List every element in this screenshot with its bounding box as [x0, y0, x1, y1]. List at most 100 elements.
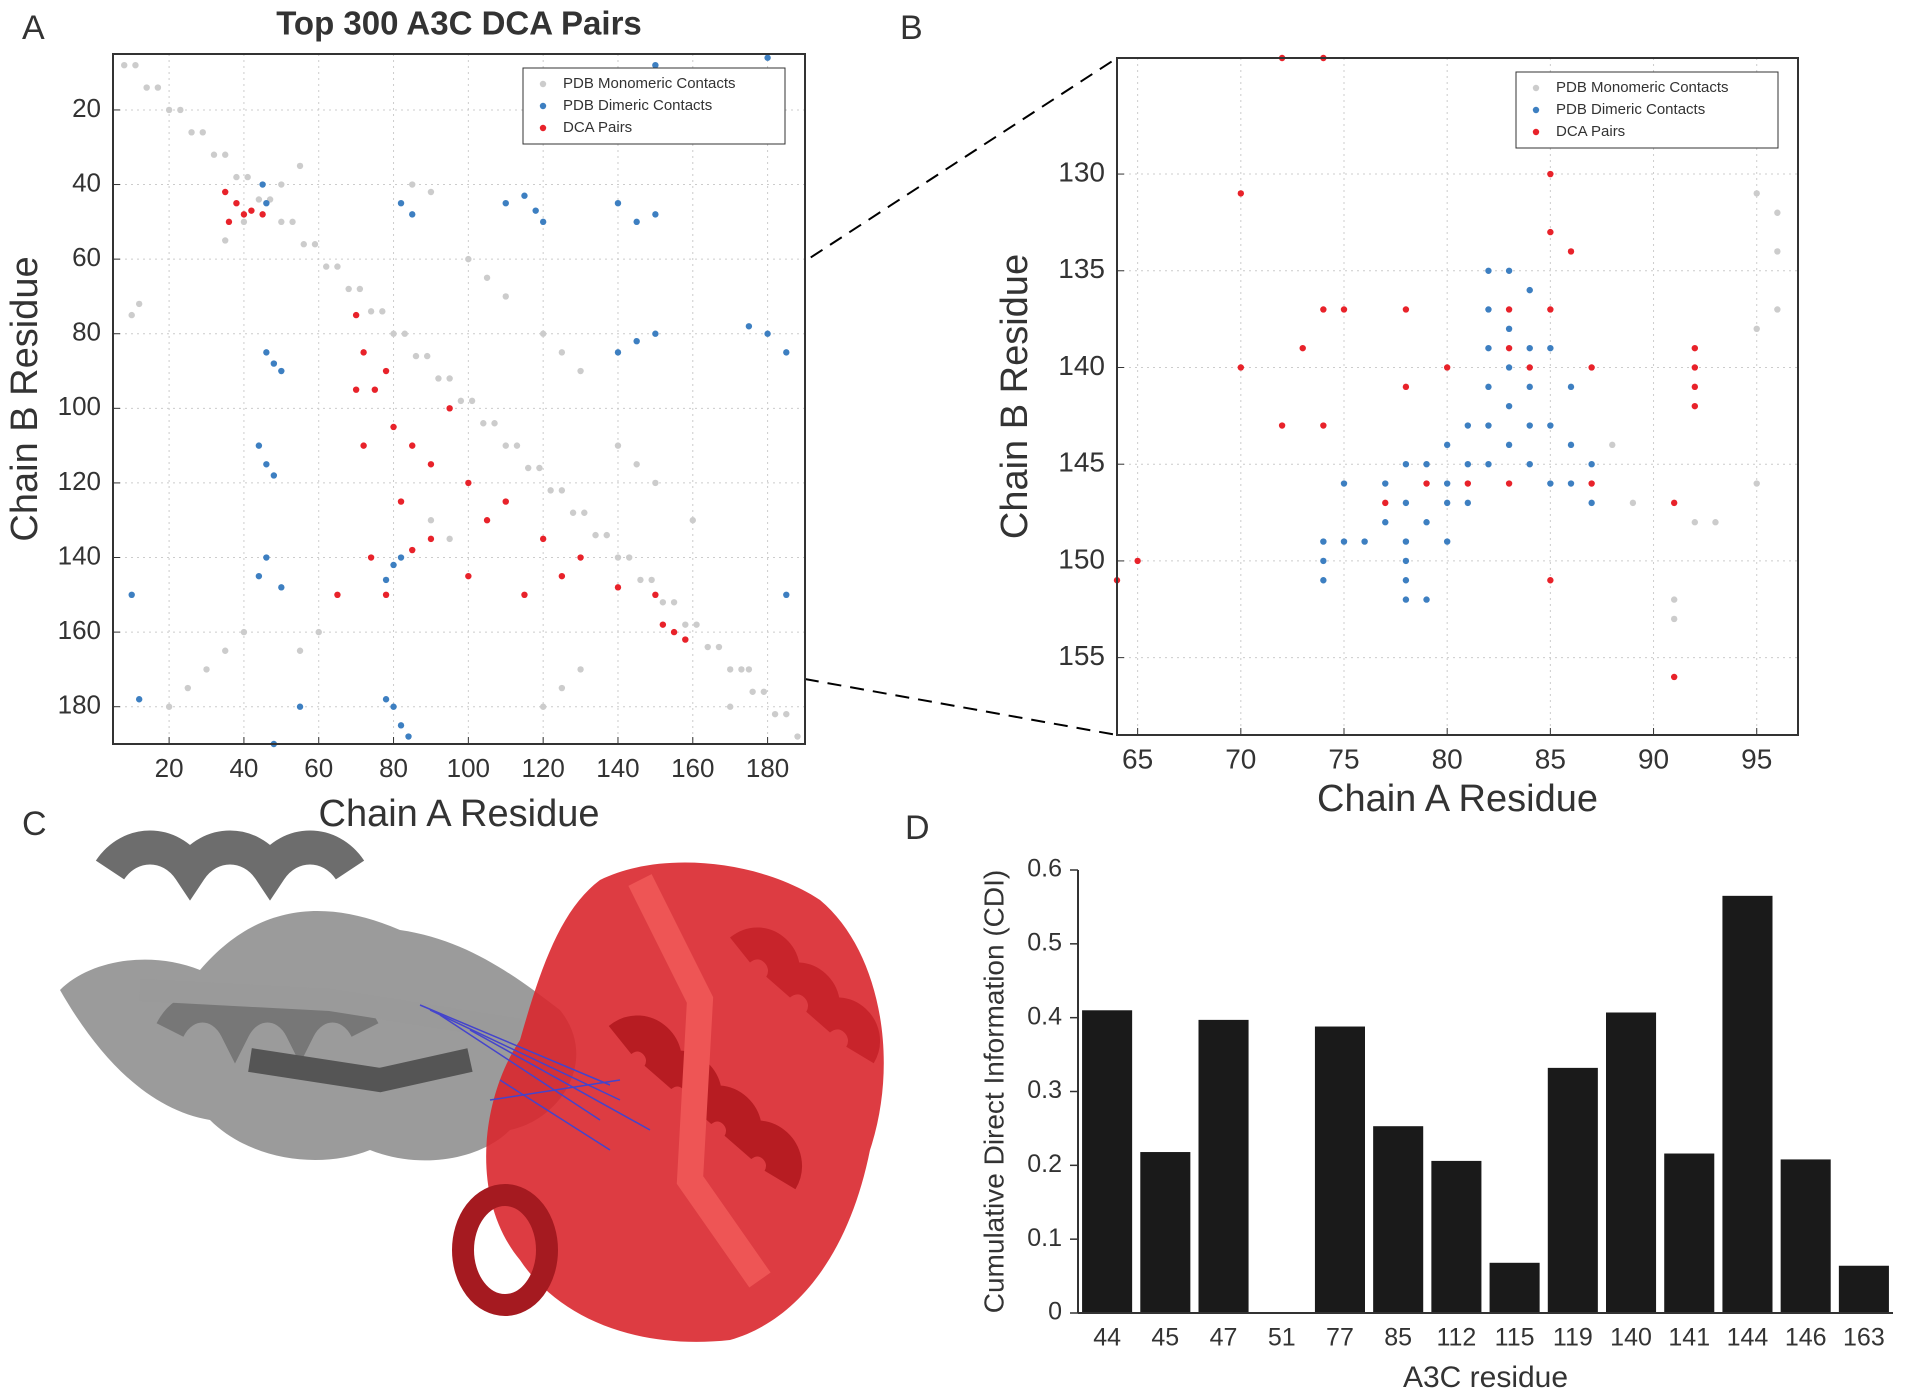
- point: [1547, 480, 1554, 487]
- point: [465, 255, 472, 263]
- point: [222, 151, 229, 158]
- point: [1567, 383, 1575, 391]
- point: [581, 509, 588, 516]
- point: [502, 293, 509, 300]
- point: [652, 479, 659, 487]
- point: [1443, 538, 1451, 545]
- point: [513, 442, 521, 449]
- point: [536, 464, 543, 472]
- point: [1464, 480, 1472, 487]
- point: [1278, 422, 1286, 429]
- point: [483, 517, 491, 524]
- point: [1423, 461, 1430, 468]
- point: [300, 241, 307, 248]
- point: [1567, 248, 1575, 255]
- point: [1712, 519, 1719, 526]
- bar: [1722, 895, 1773, 1313]
- point: [334, 263, 341, 270]
- point: [1670, 673, 1678, 681]
- point: [352, 386, 360, 393]
- point: [652, 211, 659, 218]
- point: [652, 591, 659, 599]
- point: [1320, 422, 1327, 429]
- point: [323, 263, 330, 270]
- bar: [1431, 1160, 1482, 1313]
- point: [397, 554, 405, 561]
- x-tick-label: 115: [1495, 1324, 1535, 1352]
- y-tick-label: 180: [58, 690, 101, 720]
- y-tick-label: 0.1: [1027, 1224, 1062, 1252]
- point: [715, 643, 723, 651]
- point: [311, 241, 319, 248]
- point: [465, 479, 472, 487]
- point: [1526, 383, 1533, 391]
- y-tick-label: 155: [1058, 640, 1105, 671]
- point: [1526, 286, 1533, 294]
- point: [1443, 364, 1451, 371]
- point: [577, 367, 584, 375]
- point: [412, 352, 420, 360]
- point: [682, 636, 689, 643]
- point: [278, 584, 285, 591]
- point: [794, 733, 801, 740]
- point: [405, 733, 412, 740]
- x-tick-label: 120: [521, 753, 564, 783]
- point: [1547, 344, 1554, 352]
- x-tick-label: 70: [1225, 743, 1256, 774]
- point: [764, 54, 771, 61]
- point: [652, 330, 659, 337]
- point: [278, 181, 285, 188]
- point: [689, 517, 696, 524]
- point: [1505, 306, 1513, 313]
- point: [1340, 306, 1348, 313]
- bar: [1373, 1126, 1424, 1313]
- point: [240, 628, 248, 636]
- point: [603, 531, 610, 539]
- point: [143, 84, 150, 91]
- point: [726, 703, 734, 710]
- point: [296, 647, 304, 654]
- point: [1547, 306, 1554, 313]
- point: [670, 599, 678, 606]
- bar: [1664, 1153, 1715, 1313]
- point: [1320, 538, 1327, 545]
- bar: [1314, 1026, 1365, 1313]
- point: [539, 218, 547, 226]
- point: [371, 386, 379, 393]
- point: [648, 576, 655, 584]
- x-tick-label: 65: [1122, 743, 1153, 774]
- point: [764, 330, 771, 337]
- point: [625, 554, 633, 561]
- point: [577, 666, 584, 673]
- point: [1691, 383, 1699, 391]
- point: [1505, 402, 1513, 410]
- y-tick-label: 0.5: [1027, 928, 1062, 956]
- point: [427, 188, 435, 196]
- point: [379, 308, 386, 315]
- y-tick-label: 40: [72, 167, 101, 197]
- point: [682, 621, 689, 628]
- point: [1443, 499, 1451, 507]
- y-tick-label: 0.2: [1027, 1150, 1062, 1178]
- point: [592, 531, 599, 539]
- point: [532, 207, 539, 214]
- point: [738, 666, 745, 673]
- point: [397, 722, 405, 729]
- bar: [1547, 1067, 1598, 1313]
- point: [409, 181, 416, 188]
- point: [1774, 209, 1781, 216]
- point: [1774, 306, 1781, 313]
- point: [483, 274, 491, 281]
- y-tick-label: 0.6: [1027, 855, 1062, 883]
- x-tick-label: 77: [1326, 1324, 1354, 1352]
- y-tick-label: 135: [1058, 253, 1105, 284]
- y-tick-label: 150: [1058, 543, 1105, 574]
- point: [356, 285, 364, 293]
- point: [128, 591, 135, 599]
- point: [199, 129, 206, 136]
- point: [1588, 480, 1595, 487]
- x-tick-label: 146: [1785, 1324, 1827, 1352]
- point: [225, 218, 233, 226]
- point: [240, 211, 248, 218]
- plot-frame: [1116, 57, 1799, 736]
